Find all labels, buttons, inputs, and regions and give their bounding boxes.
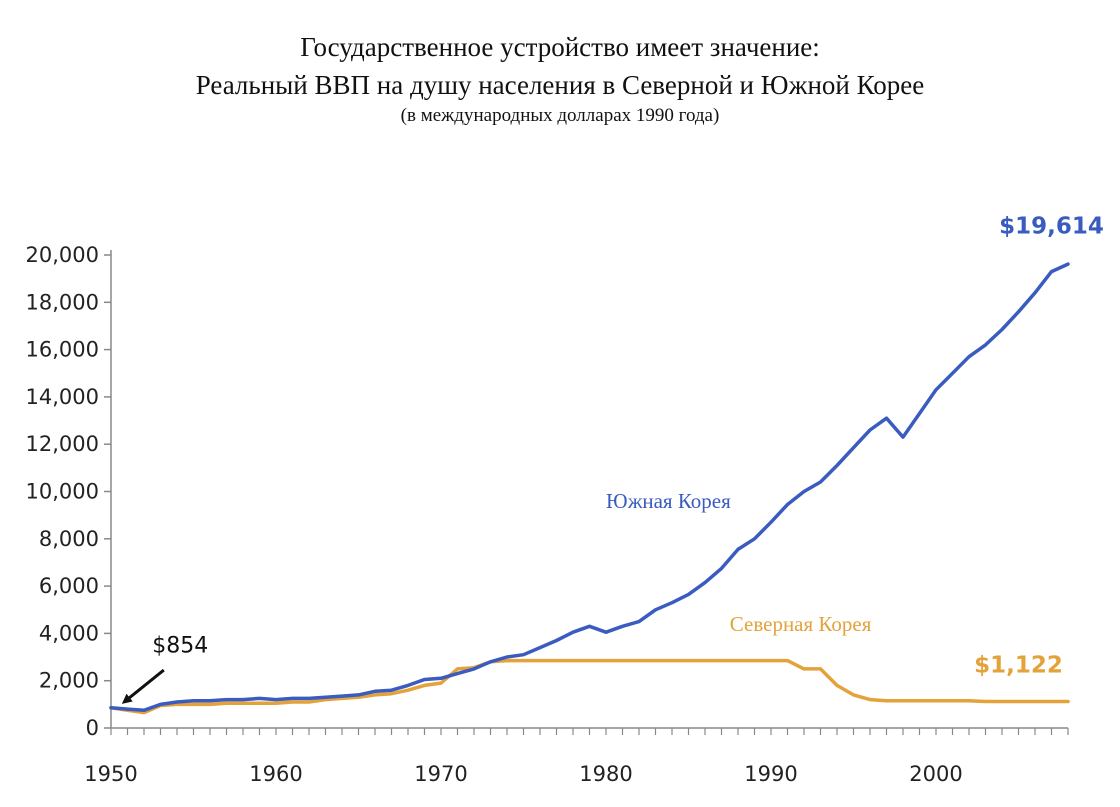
series-line-south-korea <box>109 262 1070 713</box>
y-tick-label: 8,000 <box>39 527 99 551</box>
y-tick-label: 4,000 <box>39 621 99 645</box>
chart-units-note: (в международных долларах 1990 года) <box>400 105 720 126</box>
x-tick-label: 1970 <box>414 762 467 786</box>
series-label-north-korea: Северная Корея <box>730 612 872 636</box>
y-tick-label: 20,000 <box>26 243 99 267</box>
y-tick-label: 2,000 <box>39 669 99 693</box>
series-label-south-korea: Южная Корея <box>606 489 731 513</box>
chart-title-block: Государственное устройство имеет значени… <box>0 28 1120 128</box>
start-value-annotation: $854 <box>152 633 208 658</box>
y-tick-label: 6,000 <box>39 574 99 598</box>
axes: 0 2,000 4,000 6,000 8,000 10,000 12,000 14,000 1… <box>26 243 1069 786</box>
x-tick-label: 2000 <box>909 762 962 786</box>
chart-title: Государственное устройство имеет значени… <box>300 32 820 62</box>
start-value-arrow <box>121 668 165 704</box>
series-line-north-korea <box>109 658 1070 715</box>
y-tick-label: 16,000 <box>26 338 99 362</box>
y-tick-label: 12,000 <box>26 432 99 456</box>
chart-subtitle: Реальный ВВП на душу населения в Северно… <box>195 70 925 100</box>
end-value-south-korea: $19,614 <box>999 214 1104 240</box>
series-layer <box>109 262 1070 715</box>
x-tick-label: 1960 <box>249 762 302 786</box>
end-value-north-korea: $1,122 <box>974 652 1063 678</box>
x-tick-label: 1980 <box>579 762 632 786</box>
x-tick-label: 1990 <box>744 762 797 786</box>
y-tick-label: 18,000 <box>26 290 99 314</box>
x-tick-label: 1950 <box>84 762 137 786</box>
y-tick-label: 0 <box>86 716 99 740</box>
y-tick-label: 14,000 <box>26 385 99 409</box>
y-tick-label: 10,000 <box>26 480 99 504</box>
